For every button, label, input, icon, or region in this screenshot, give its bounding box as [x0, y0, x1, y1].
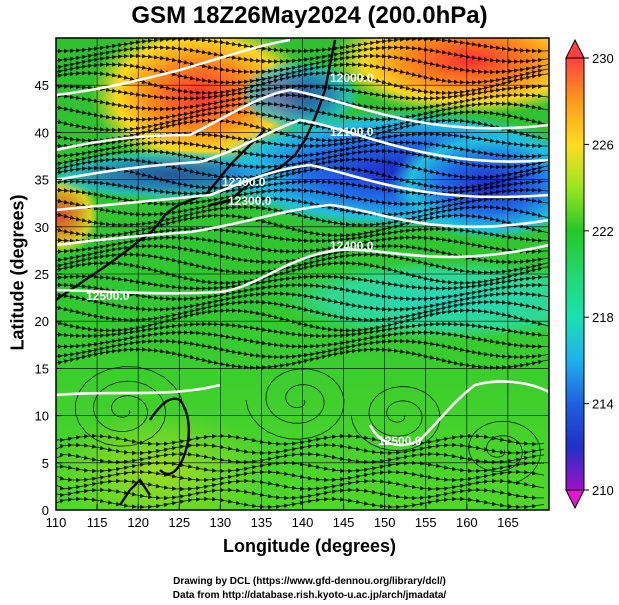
- contour-label: 12100.0: [330, 125, 374, 139]
- x-tick-label: 120: [127, 515, 149, 530]
- colorbar-tick-label: 226: [592, 137, 614, 152]
- x-tick-label: 130: [209, 515, 231, 530]
- x-tick-label: 125: [168, 515, 190, 530]
- y-tick-label: 45: [35, 78, 49, 93]
- x-tick-label: 115: [87, 515, 108, 530]
- y-axis-ticks: 0 5 10 15 20 25 30 35 40 45: [35, 78, 62, 518]
- colorbar-tick-label: 218: [592, 310, 614, 325]
- streamline: [56, 496, 545, 510]
- contour-label: 12400.0: [330, 239, 374, 253]
- x-tick-label: 110: [46, 515, 67, 530]
- streamline: [56, 347, 549, 370]
- colorbar-tick-label: 210: [592, 483, 614, 498]
- height-contours: [56, 38, 549, 447]
- x-tick-label: 155: [415, 515, 437, 530]
- y-tick-label: 20: [35, 314, 49, 329]
- colorbar-tick-label: 222: [592, 224, 614, 239]
- y-tick-label: 5: [42, 456, 49, 471]
- y-tick-label: 40: [35, 125, 49, 140]
- x-tick-label: 150: [374, 515, 396, 530]
- x-tick-label: 140: [292, 515, 314, 530]
- y-tick-label: 30: [35, 220, 49, 235]
- contour-label: 12000.0: [330, 71, 374, 85]
- y-tick-label: 25: [35, 267, 49, 282]
- streamline: [245, 368, 345, 440]
- contour-label: 12500.0: [86, 289, 130, 303]
- x-tick-label: 165: [497, 515, 519, 530]
- x-tick-label: 145: [333, 515, 355, 530]
- coastlines: [56, 39, 337, 506]
- x-tick-label: 135: [251, 515, 273, 530]
- credit-data: Data from http://database.rish.kyoto-u.a…: [172, 590, 447, 601]
- colorbar-tick-label: 214: [592, 397, 614, 412]
- y-tick-label: 10: [35, 409, 49, 424]
- x-axis-label: Longitude (degrees): [222, 536, 396, 556]
- colorbar-tick-label: 230: [592, 51, 614, 66]
- colorbar: 230 226 222 218 214 210: [565, 38, 614, 510]
- credit-drawing: Drawing by DCL (https://www.gfd-dennou.o…: [173, 576, 446, 587]
- y-tick-label: 15: [35, 361, 49, 376]
- contour-label: 12200.0: [222, 175, 266, 189]
- colorbar-top-arrow: [565, 38, 585, 59]
- contour-label: 12500.0: [378, 434, 422, 448]
- map-title: GSM 18Z26May2024 (200.0hPa): [131, 2, 488, 29]
- streamline: [56, 451, 545, 465]
- colorbar-scale: [565, 57, 585, 491]
- wind-streamlines: [56, 38, 549, 510]
- y-tick-label: 0: [42, 503, 49, 518]
- x-axis-ticks: 110 115 120 125 130 135 140 145 150 155 160 165: [46, 504, 519, 530]
- streamline: [75, 366, 185, 447]
- x-tick-label: 160: [456, 515, 478, 530]
- colorbar-bottom-arrow: [565, 489, 585, 510]
- y-tick-label: 35: [35, 173, 49, 188]
- contour-label: 12300.0: [228, 194, 272, 208]
